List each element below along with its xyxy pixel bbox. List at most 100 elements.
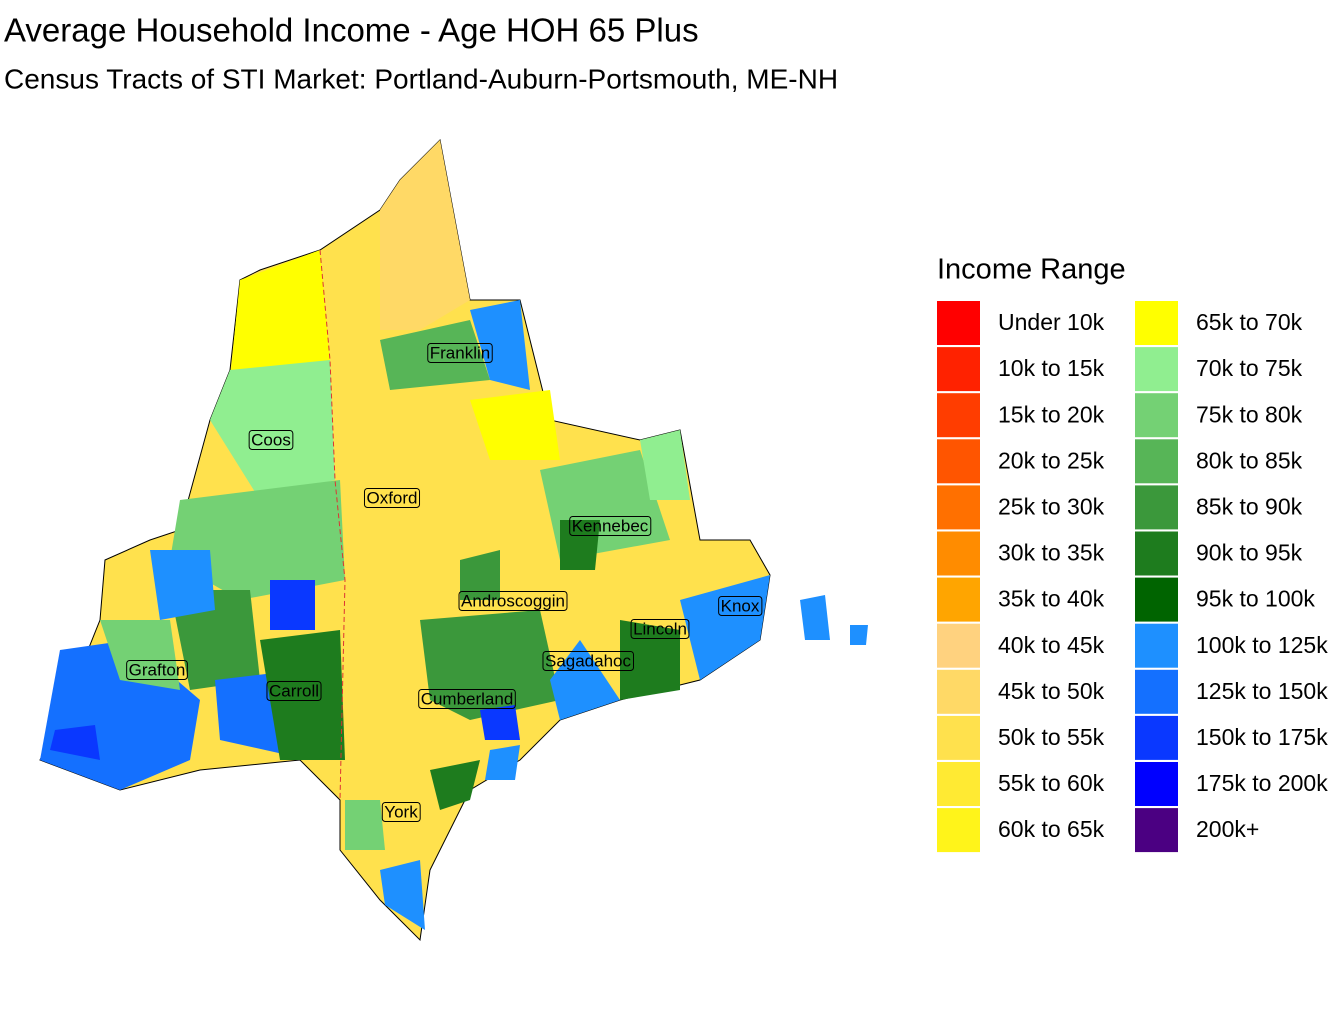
map (39, 138, 868, 942)
tract (50, 725, 100, 760)
label-box (363, 487, 421, 508)
legend-label: 45k to 50k (998, 678, 1105, 704)
legend-swatch (937, 669, 980, 714)
legend-label: 95k to 100k (1196, 586, 1315, 612)
tract (460, 550, 500, 600)
legend-label: 75k to 80k (1196, 401, 1303, 427)
county-label: Cumberland (418, 688, 516, 709)
tract (550, 640, 620, 720)
label-box (126, 659, 188, 680)
label-box (381, 801, 421, 822)
legend-swatch (1135, 301, 1178, 345)
legend-label: 25k to 30k (998, 493, 1105, 519)
label-box (542, 650, 635, 671)
label-box (418, 688, 516, 709)
tract (680, 575, 770, 680)
county-name: York (384, 802, 418, 821)
county-label: Grafton (126, 659, 188, 680)
tract (260, 630, 345, 760)
legend-swatch (937, 762, 980, 806)
legend-label: 30k to 35k (998, 540, 1105, 566)
legend-swatch (1135, 531, 1178, 576)
legend-label: 100k to 125k (1196, 632, 1328, 658)
legend-swatch (1135, 577, 1178, 622)
county-name: Lincoln (633, 619, 687, 638)
tract (470, 390, 560, 460)
tract (470, 300, 530, 390)
county-label: Carroll (266, 680, 322, 701)
legend-swatch (1135, 669, 1178, 714)
legend-swatch (937, 715, 980, 760)
county-name: Carroll (269, 681, 319, 700)
tract (430, 760, 480, 810)
legend-label: 150k to 175k (1196, 724, 1328, 750)
title: Average Household Income - Age HOH 65 Pl… (4, 12, 699, 49)
label-box (569, 515, 652, 536)
state-line (319, 249, 346, 801)
legend-swatch (1135, 715, 1178, 760)
label-box (266, 680, 322, 701)
legend-swatch (937, 485, 980, 530)
county-labels: Franklin Coos Oxford Kennebec Androscoggin Kn… (126, 342, 763, 822)
county-label: York (381, 801, 421, 822)
tract (270, 580, 315, 630)
legend-swatch (1135, 623, 1178, 668)
tract (485, 745, 520, 780)
legend-label: 70k to 75k (1196, 355, 1303, 381)
legend-title: Income Range (937, 254, 1126, 286)
legend-swatch (937, 347, 980, 392)
county-name: Coos (251, 430, 291, 449)
tract (640, 430, 690, 500)
tract (170, 590, 260, 690)
county-label: Knox (718, 595, 763, 616)
legend-swatch (937, 301, 980, 345)
legend-label: 85k to 90k (1196, 493, 1303, 519)
legend-swatch (1135, 762, 1178, 806)
county-label: Coos (248, 429, 294, 450)
tract (345, 800, 385, 850)
subtitle: Census Tracts of STI Market: Portland-Au… (4, 63, 838, 94)
legend-label: 40k to 45k (998, 632, 1105, 658)
tract (230, 250, 330, 380)
tract (150, 550, 215, 620)
county-label: Lincoln (630, 618, 690, 639)
island (800, 595, 830, 640)
county-name: Cumberland (421, 689, 514, 708)
tract (100, 620, 180, 690)
label-box (248, 429, 294, 450)
legend-swatch (1135, 347, 1178, 392)
legend-label: 60k to 65k (998, 816, 1105, 842)
legend-label: 15k to 20k (998, 401, 1105, 427)
county-label: Franklin (427, 342, 493, 363)
tract (480, 705, 520, 740)
label-box (718, 595, 763, 616)
island (850, 625, 868, 645)
tract (170, 480, 345, 600)
county-name: Kennebec (572, 516, 649, 535)
legend-label: 175k to 200k (1196, 770, 1328, 796)
legend-swatch (1135, 393, 1178, 438)
county-label: Oxford (363, 487, 421, 508)
tract (420, 610, 560, 720)
legend-label: 90k to 95k (1196, 540, 1303, 566)
county-label: Kennebec (569, 515, 652, 536)
legend-swatch (1135, 485, 1178, 530)
legend-swatch (1135, 808, 1178, 853)
legend-swatch (937, 623, 980, 668)
legend-label: 125k to 150k (1196, 678, 1328, 704)
legend-label: 35k to 40k (998, 586, 1105, 612)
label-box (630, 618, 690, 639)
label-box (427, 342, 493, 363)
label-box (458, 590, 568, 611)
legend-swatch (937, 531, 980, 576)
legend-swatch (937, 393, 980, 438)
county-name: Grafton (129, 660, 186, 679)
legend-label: 200k+ (1196, 816, 1259, 842)
county-name: Androscoggin (461, 591, 565, 610)
legend-label: 10k to 15k (998, 355, 1105, 381)
tract (620, 620, 680, 700)
legend: Under 10k 10k to 15k 15k to 20k 20k to 25k 2… (937, 301, 1328, 853)
tract (380, 860, 425, 930)
legend-label: Under 10k (998, 309, 1105, 335)
